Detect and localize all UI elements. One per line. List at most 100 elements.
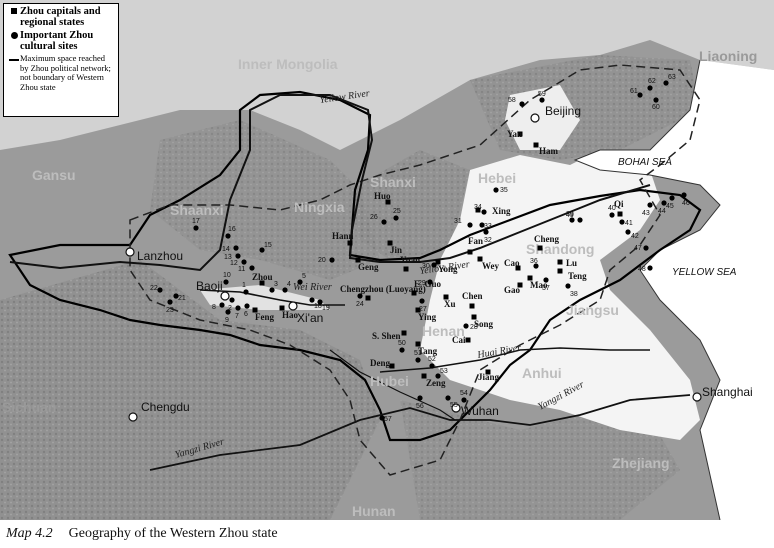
city-xian: Xi'an	[288, 301, 323, 325]
site-number: 45	[666, 203, 674, 210]
svg-text:Xi'an: Xi'an	[297, 311, 323, 325]
site-marker: 3	[269, 281, 278, 293]
state-marker: Huo	[374, 191, 391, 205]
svg-text:Lanzhou: Lanzhou	[137, 249, 183, 263]
state-marker: Wey	[477, 256, 499, 271]
mongolia-plateau	[0, 0, 774, 150]
site-number: 58	[508, 97, 516, 104]
dot-icon	[10, 32, 18, 39]
state-label: Cai	[452, 335, 466, 345]
site-marker: 55	[445, 395, 458, 409]
site-dot-icon	[577, 217, 583, 223]
site-marker: 13	[224, 253, 241, 261]
site-dot-icon	[643, 245, 649, 251]
state-label: Qi	[614, 199, 624, 209]
site-number: 38	[570, 291, 578, 298]
site-number: 9	[225, 317, 229, 324]
site-dot-icon	[235, 305, 241, 311]
state-marker: Ham	[533, 142, 559, 156]
site-marker: 14	[222, 245, 239, 253]
site-dot-icon	[309, 297, 315, 303]
site-number: 39	[566, 211, 574, 218]
site-marker: 36	[530, 258, 539, 269]
map-canvas: Inner Mongolia Gansu Shaanxi Ningxia Sha…	[0, 0, 774, 520]
site-marker: 52	[428, 356, 436, 369]
svg-text:Chengdu: Chengdu	[141, 400, 190, 414]
province-label: Ningxia	[294, 199, 345, 215]
state-label: Hao	[282, 310, 299, 320]
sea-label: BOHAI SEA	[618, 157, 672, 168]
site-number: 29	[418, 280, 426, 287]
province-label: Jiangsu	[566, 302, 619, 318]
site-dot-icon	[427, 279, 433, 285]
state-square-icon	[421, 373, 427, 379]
site-number: 15	[264, 242, 272, 249]
state-square-icon	[443, 294, 449, 300]
site-number: 61	[630, 88, 638, 95]
coastline	[573, 59, 721, 520]
state-label: Chen	[462, 291, 483, 301]
state-square-icon	[259, 280, 265, 286]
site-marker: 18	[309, 297, 322, 310]
site-number: 22	[150, 285, 158, 292]
site-marker: 53	[435, 368, 448, 379]
legend-capitals-label: Zhou capitals and regional states	[20, 6, 101, 28]
site-marker: 27	[419, 298, 427, 313]
state-label: Chengzhou (Luoyang)	[340, 284, 426, 294]
site-marker: 26	[370, 214, 387, 225]
state-square-icon	[517, 131, 523, 137]
dashed-line-icon	[9, 59, 19, 61]
states-layer: Yan Ham Huo Jin Hann Geng Yuan Yong Fan Wey Xing Ch…	[252, 129, 624, 388]
state-marker: Cai	[452, 335, 471, 345]
site-marker: 50	[398, 340, 406, 353]
state-label: Tang	[418, 346, 438, 356]
site-dot-icon	[241, 259, 247, 265]
site-marker: 6	[244, 303, 250, 318]
site-marker: 5	[297, 273, 306, 285]
state-label: Yong	[438, 264, 458, 274]
site-number: 14	[222, 246, 230, 253]
site-marker: 21	[173, 293, 186, 302]
state-marker: Zeng	[421, 373, 446, 388]
province-label: Gansu	[32, 167, 76, 183]
site-dot-icon	[467, 222, 473, 228]
city-wuhan: Wuhan	[451, 403, 499, 418]
state-label: Cao	[504, 258, 520, 268]
western-zhou-boundary	[8, 90, 702, 442]
site-marker: 38	[565, 283, 578, 298]
state-marker: Cao	[504, 258, 521, 271]
site-marker: 8	[212, 302, 225, 311]
state-marker: Yuan	[400, 255, 420, 272]
site-marker: 22	[150, 285, 163, 293]
hills-shanxi	[350, 150, 470, 260]
site-marker: 11	[238, 265, 255, 273]
state-square-icon	[465, 337, 471, 343]
state-label: Lu	[566, 258, 577, 268]
state-square-icon	[557, 259, 563, 265]
site-marker: 47	[634, 245, 649, 252]
state-marker: Jin	[387, 240, 402, 255]
map-legend: Zhou capitals and regional states Import…	[3, 3, 119, 117]
site-number: 19	[322, 305, 330, 312]
state-label: Fan	[468, 236, 483, 246]
han-river-line	[329, 349, 456, 421]
caption-title: Geography of the Western Zhou state	[68, 526, 278, 541]
site-number: 42	[631, 233, 639, 240]
site-number: 1	[242, 282, 246, 289]
site-dot-icon	[329, 257, 335, 263]
site-dot-icon	[493, 187, 499, 193]
site-dot-icon	[193, 225, 199, 231]
site-dot-icon	[381, 219, 387, 225]
site-dot-icon	[244, 303, 250, 309]
site-number: 36	[530, 258, 538, 265]
site-dot-icon	[669, 195, 675, 201]
site-marker: 20	[318, 257, 335, 264]
state-label: Ying	[418, 312, 437, 322]
site-dot-icon	[225, 309, 231, 315]
state-label: Cheng	[534, 234, 560, 244]
province-label: Hebei	[478, 170, 516, 186]
site-marker: 19	[317, 299, 330, 312]
state-square-icon	[517, 282, 523, 288]
site-number: 23	[166, 307, 174, 314]
